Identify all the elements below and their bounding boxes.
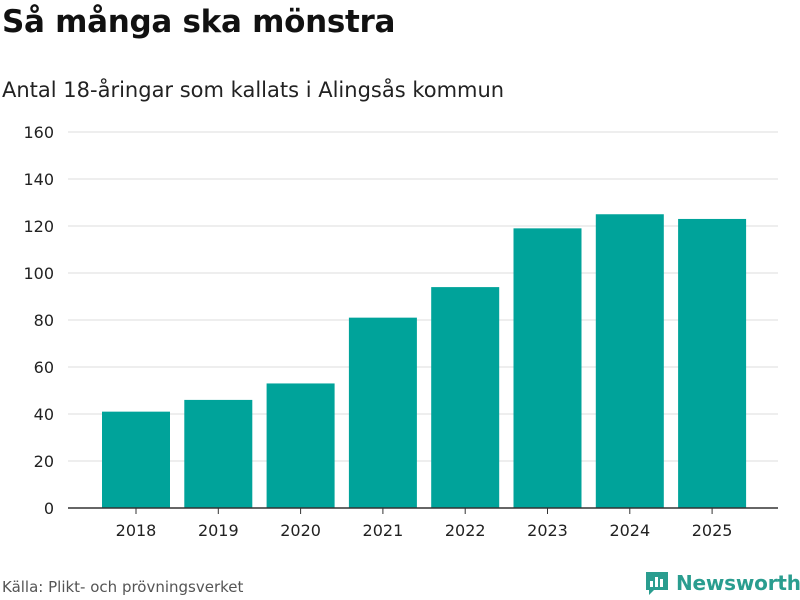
y-tick-label: 80 xyxy=(34,311,54,330)
x-tick-label: 2019 xyxy=(198,521,239,540)
x-tick-label: 2018 xyxy=(116,521,157,540)
gridlines xyxy=(68,131,778,462)
bar-2025 xyxy=(678,218,747,508)
y-tick-label: 140 xyxy=(23,170,54,189)
x-axis-ticks: 2018 2019 2020 2021 2022 2023 2024 2025 xyxy=(116,508,733,540)
bar-2019 xyxy=(184,399,253,508)
y-tick-label: 60 xyxy=(34,358,54,377)
y-tick-label: 20 xyxy=(34,452,54,471)
chart-subtitle: Antal 18-åringar som kallats i Alingsås … xyxy=(2,78,505,102)
bar-chart-icon xyxy=(646,572,668,595)
x-tick-label: 2022 xyxy=(445,521,486,540)
brand-name: Newsworthy xyxy=(676,571,800,595)
bars xyxy=(102,214,747,508)
x-tick-label: 2023 xyxy=(527,521,568,540)
bar-2021 xyxy=(348,317,417,508)
x-tick-label: 2025 xyxy=(692,521,733,540)
x-tick-label: 2024 xyxy=(609,521,650,540)
y-tick-label: 120 xyxy=(23,217,54,236)
brand-logo: Newsworthy xyxy=(644,570,800,596)
source-note: Källa: Plikt- och prövningsverket xyxy=(2,578,244,596)
bar-2018 xyxy=(102,411,170,508)
y-tick-label: 160 xyxy=(23,123,54,142)
bar-2022 xyxy=(431,287,500,508)
y-axis-ticks: 0 20 40 60 80 100 120 140 160 xyxy=(23,123,54,518)
y-tick-label: 0 xyxy=(44,499,54,518)
bar-2020 xyxy=(266,383,335,508)
chart-title: Så många ska mönstra xyxy=(2,4,396,40)
x-tick-label: 2020 xyxy=(280,521,321,540)
bar-2023 xyxy=(513,228,582,508)
y-tick-label: 100 xyxy=(23,264,54,283)
x-tick-label: 2021 xyxy=(363,521,404,540)
y-tick-label: 40 xyxy=(34,405,54,424)
bar-2024 xyxy=(595,214,664,508)
